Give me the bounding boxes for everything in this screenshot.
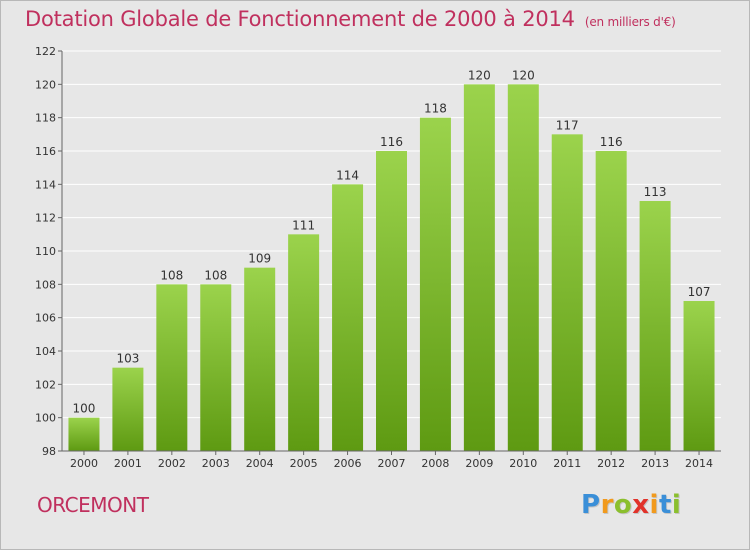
bar <box>376 151 407 451</box>
logo-letter: x <box>632 490 650 520</box>
bar-value-label: 117 <box>556 118 579 132</box>
town-name: ORCEMONT <box>37 493 149 517</box>
x-tick-label: 2011 <box>553 457 581 470</box>
bar <box>156 284 188 451</box>
bar-value-label: 116 <box>600 135 623 149</box>
bar <box>595 151 627 451</box>
axes: 98 100 102 104 106 108 110 112 114 116 118 120 122 20… <box>35 45 721 470</box>
chart-subtitle: (en milliers d'€) <box>584 15 676 29</box>
x-tick-label: 2001 <box>114 457 142 470</box>
y-tick-label: 122 <box>35 45 56 58</box>
y-tick-label: 106 <box>35 312 56 325</box>
x-tick-label: 2007 <box>378 457 406 470</box>
logo-letter: t <box>658 490 672 520</box>
bar <box>112 367 144 451</box>
x-tick-label: 2013 <box>641 457 669 470</box>
x-tick-label: 2010 <box>509 457 537 470</box>
data-labels: 100 103 108 108 109 111 114 116 118 120 120 117 116 1… <box>73 68 711 415</box>
bar-value-label: 108 <box>160 268 183 282</box>
proxiti-logo: Proxiti <box>581 490 681 520</box>
y-tick-label: 118 <box>35 112 56 125</box>
bar <box>332 184 364 452</box>
y-tick-label: 114 <box>35 178 56 191</box>
bar <box>507 84 539 451</box>
bar <box>68 417 100 451</box>
x-tick-label: 2012 <box>597 457 625 470</box>
y-tick-label: 112 <box>35 212 56 225</box>
bar-value-label: 116 <box>380 135 403 149</box>
bar <box>683 301 715 451</box>
x-tick-label: 2014 <box>685 457 713 470</box>
x-tick-label: 2003 <box>202 457 230 470</box>
y-tick-label: 116 <box>35 145 56 158</box>
y-tick-label: 110 <box>35 245 56 258</box>
bar-value-label: 113 <box>644 185 667 199</box>
chart-title-text: Dotation Globale de Fonctionnement de 20… <box>25 7 575 31</box>
y-tick-label: 102 <box>35 378 56 391</box>
bar-value-label: 118 <box>424 102 447 116</box>
bar-value-label: 111 <box>292 218 315 232</box>
y-tick-label: 108 <box>35 278 56 291</box>
bars <box>68 84 715 452</box>
bar-value-label: 109 <box>248 252 271 266</box>
bar <box>551 134 583 452</box>
bar <box>463 84 495 451</box>
bar <box>288 234 320 451</box>
logo-letter: o <box>613 490 633 520</box>
x-tick-label: 2006 <box>334 457 362 470</box>
x-tick-label: 2008 <box>421 457 449 470</box>
x-tick-label: 2002 <box>158 457 186 470</box>
chart-title: Dotation Globale de Fonctionnement de 20… <box>25 7 676 31</box>
bar-value-label: 103 <box>116 352 139 366</box>
logo-letter: i <box>649 490 659 520</box>
bar <box>639 201 671 451</box>
bar <box>419 117 451 452</box>
y-tick-label: 100 <box>35 412 56 425</box>
y-tick-label: 98 <box>42 445 56 458</box>
bar-value-label: 114 <box>336 168 359 182</box>
x-tick-label: 2004 <box>246 457 274 470</box>
logo-letter: i <box>671 490 682 520</box>
y-tick-label: 120 <box>35 78 56 91</box>
bar <box>200 284 232 451</box>
x-tick-label: 2000 <box>70 457 98 470</box>
x-tick-label: 2009 <box>465 457 493 470</box>
logo-letter: r <box>600 490 614 520</box>
bar-value-label: 120 <box>468 68 491 82</box>
bar-value-label: 108 <box>204 268 227 282</box>
bar-value-label: 120 <box>512 68 535 82</box>
bar-value-label: 107 <box>688 285 711 299</box>
bar <box>244 267 276 451</box>
bar-value-label: 100 <box>73 402 96 416</box>
x-tick-label: 2005 <box>290 457 318 470</box>
logo-letter: P <box>581 490 601 520</box>
y-tick-label: 104 <box>35 345 56 358</box>
